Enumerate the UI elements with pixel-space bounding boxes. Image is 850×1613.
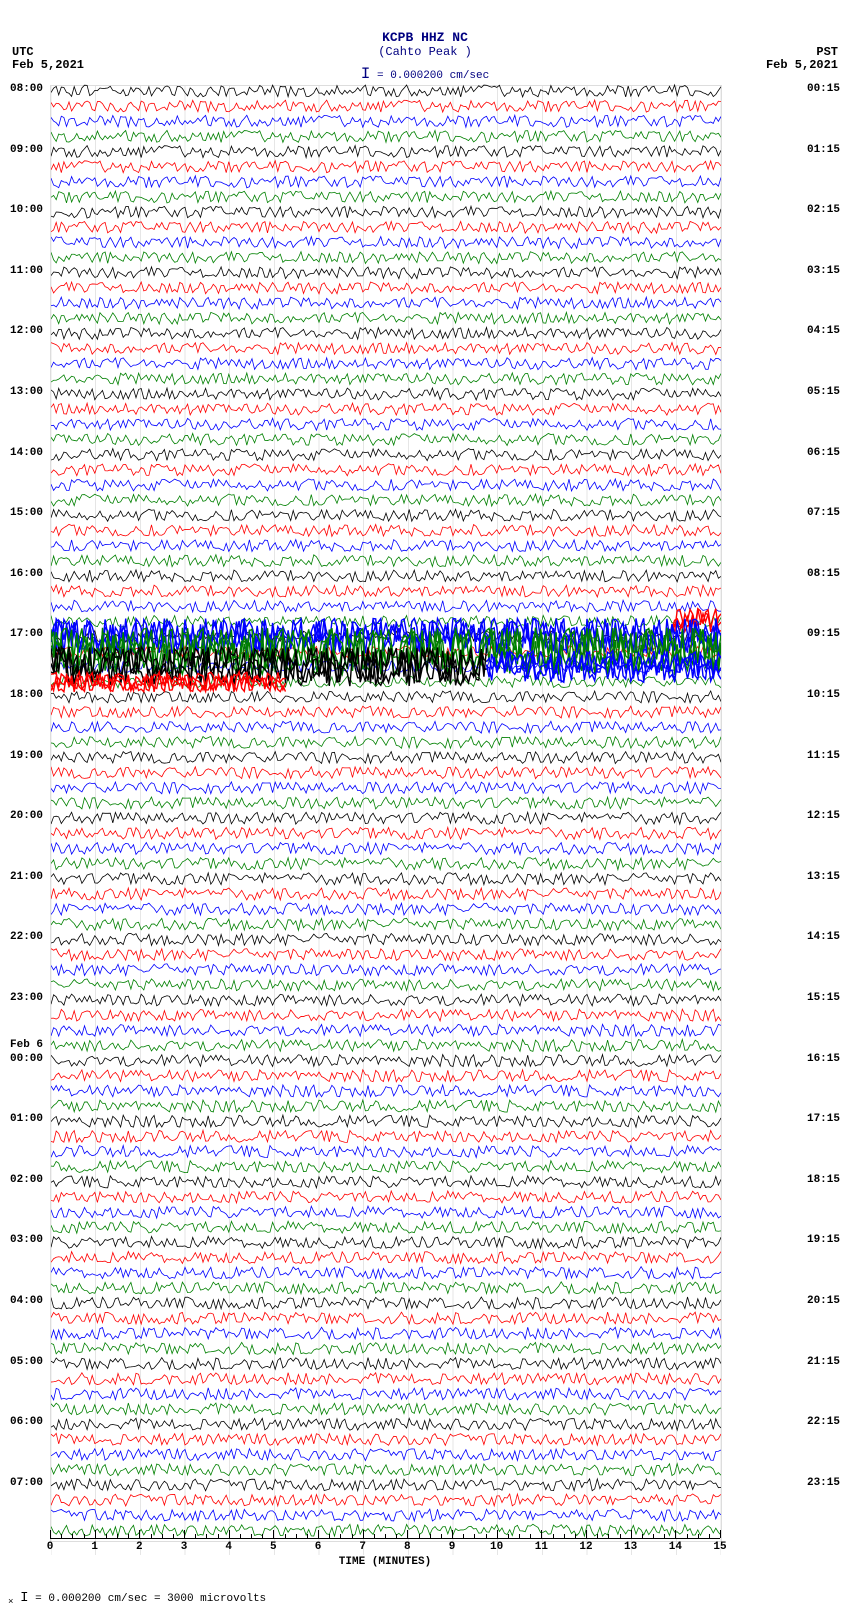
pst-label: 23:15 [807, 1477, 840, 1489]
pst-label: 00:15 [807, 83, 840, 95]
utc-label: 00:00 [10, 1053, 43, 1065]
x-tick: 0 [47, 1541, 54, 1553]
utc-label: 22:00 [10, 931, 43, 943]
utc-label: 11:00 [10, 265, 43, 277]
x-tick: 1 [91, 1541, 98, 1553]
date-left-label: Feb 5,2021 [12, 58, 84, 72]
pst-label: 03:15 [807, 265, 840, 277]
footer-note: × I = 0.000200 cm/sec = 3000 microvolts [8, 1590, 266, 1607]
pst-label: 04:15 [807, 325, 840, 337]
helicorder-plot [50, 85, 722, 1542]
x-tick: 11 [535, 1541, 548, 1553]
utc-label: 17:00 [10, 628, 43, 640]
pst-label: 09:15 [807, 628, 840, 640]
x-tick-marks [50, 1530, 720, 1539]
pst-label: 16:15 [807, 1053, 840, 1065]
utc-label: 16:00 [10, 568, 43, 580]
utc-label: 07:00 [10, 1477, 43, 1489]
pst-label: 19:15 [807, 1234, 840, 1246]
timezone-right-label: PST [816, 45, 838, 59]
utc-label: 15:00 [10, 507, 43, 519]
utc-label: 13:00 [10, 386, 43, 398]
timezone-left-label: UTC [12, 45, 34, 59]
pst-label: 11:15 [807, 750, 840, 762]
utc-label: 14:00 [10, 447, 43, 459]
x-tick: 6 [315, 1541, 322, 1553]
x-axis: 0123456789101112131415 TIME (MINUTES) [50, 1535, 720, 1565]
x-axis-title: TIME (MINUTES) [50, 1556, 720, 1568]
pst-label: 08:15 [807, 568, 840, 580]
station-title: KCPB HHZ NC [0, 30, 850, 45]
x-tick: 9 [449, 1541, 456, 1553]
pst-label: 22:15 [807, 1416, 840, 1428]
pst-label: 15:15 [807, 992, 840, 1004]
x-tick: 12 [579, 1541, 592, 1553]
pst-label: 21:15 [807, 1356, 840, 1368]
pst-label: 20:15 [807, 1295, 840, 1307]
utc-label: 19:00 [10, 750, 43, 762]
utc-label: 09:00 [10, 144, 43, 156]
pst-label: 18:15 [807, 1174, 840, 1186]
x-tick: 13 [624, 1541, 637, 1553]
utc-label: 21:00 [10, 871, 43, 883]
utc-label: 03:00 [10, 1234, 43, 1246]
utc-label: 20:00 [10, 810, 43, 822]
utc-label: 08:00 [10, 83, 43, 95]
utc-label: 02:00 [10, 1174, 43, 1186]
pst-label: 02:15 [807, 204, 840, 216]
utc-label: 10:00 [10, 204, 43, 216]
helicorder-container: KCPB HHZ NC (Cahto Peak ) I = 0.000200 c… [0, 0, 850, 1613]
x-tick: 2 [136, 1541, 143, 1553]
x-tick: 5 [270, 1541, 277, 1553]
utc-label: 04:00 [10, 1295, 43, 1307]
pst-label: 10:15 [807, 689, 840, 701]
x-tick: 3 [181, 1541, 188, 1553]
pst-label: 17:15 [807, 1113, 840, 1125]
utc-label: 18:00 [10, 689, 43, 701]
utc-label: 06:00 [10, 1416, 43, 1428]
utc-label: 01:00 [10, 1113, 43, 1125]
x-tick: 8 [404, 1541, 411, 1553]
x-tick: 10 [490, 1541, 503, 1553]
x-tick: 4 [225, 1541, 232, 1553]
pst-label: 14:15 [807, 931, 840, 943]
utc-label: 05:00 [10, 1356, 43, 1368]
pst-label: 01:15 [807, 144, 840, 156]
date-break-label: Feb 6 [10, 1039, 43, 1051]
pst-label: 07:15 [807, 507, 840, 519]
pst-label: 06:15 [807, 447, 840, 459]
pst-label: 12:15 [807, 810, 840, 822]
x-tick: 7 [359, 1541, 366, 1553]
date-right-label: Feb 5,2021 [766, 58, 838, 72]
station-subtitle: (Cahto Peak ) [0, 45, 850, 59]
utc-label: 23:00 [10, 992, 43, 1004]
x-tick: 15 [713, 1541, 726, 1553]
pst-label: 05:15 [807, 386, 840, 398]
utc-label: 12:00 [10, 325, 43, 337]
pst-label: 13:15 [807, 871, 840, 883]
x-tick: 14 [669, 1541, 682, 1553]
